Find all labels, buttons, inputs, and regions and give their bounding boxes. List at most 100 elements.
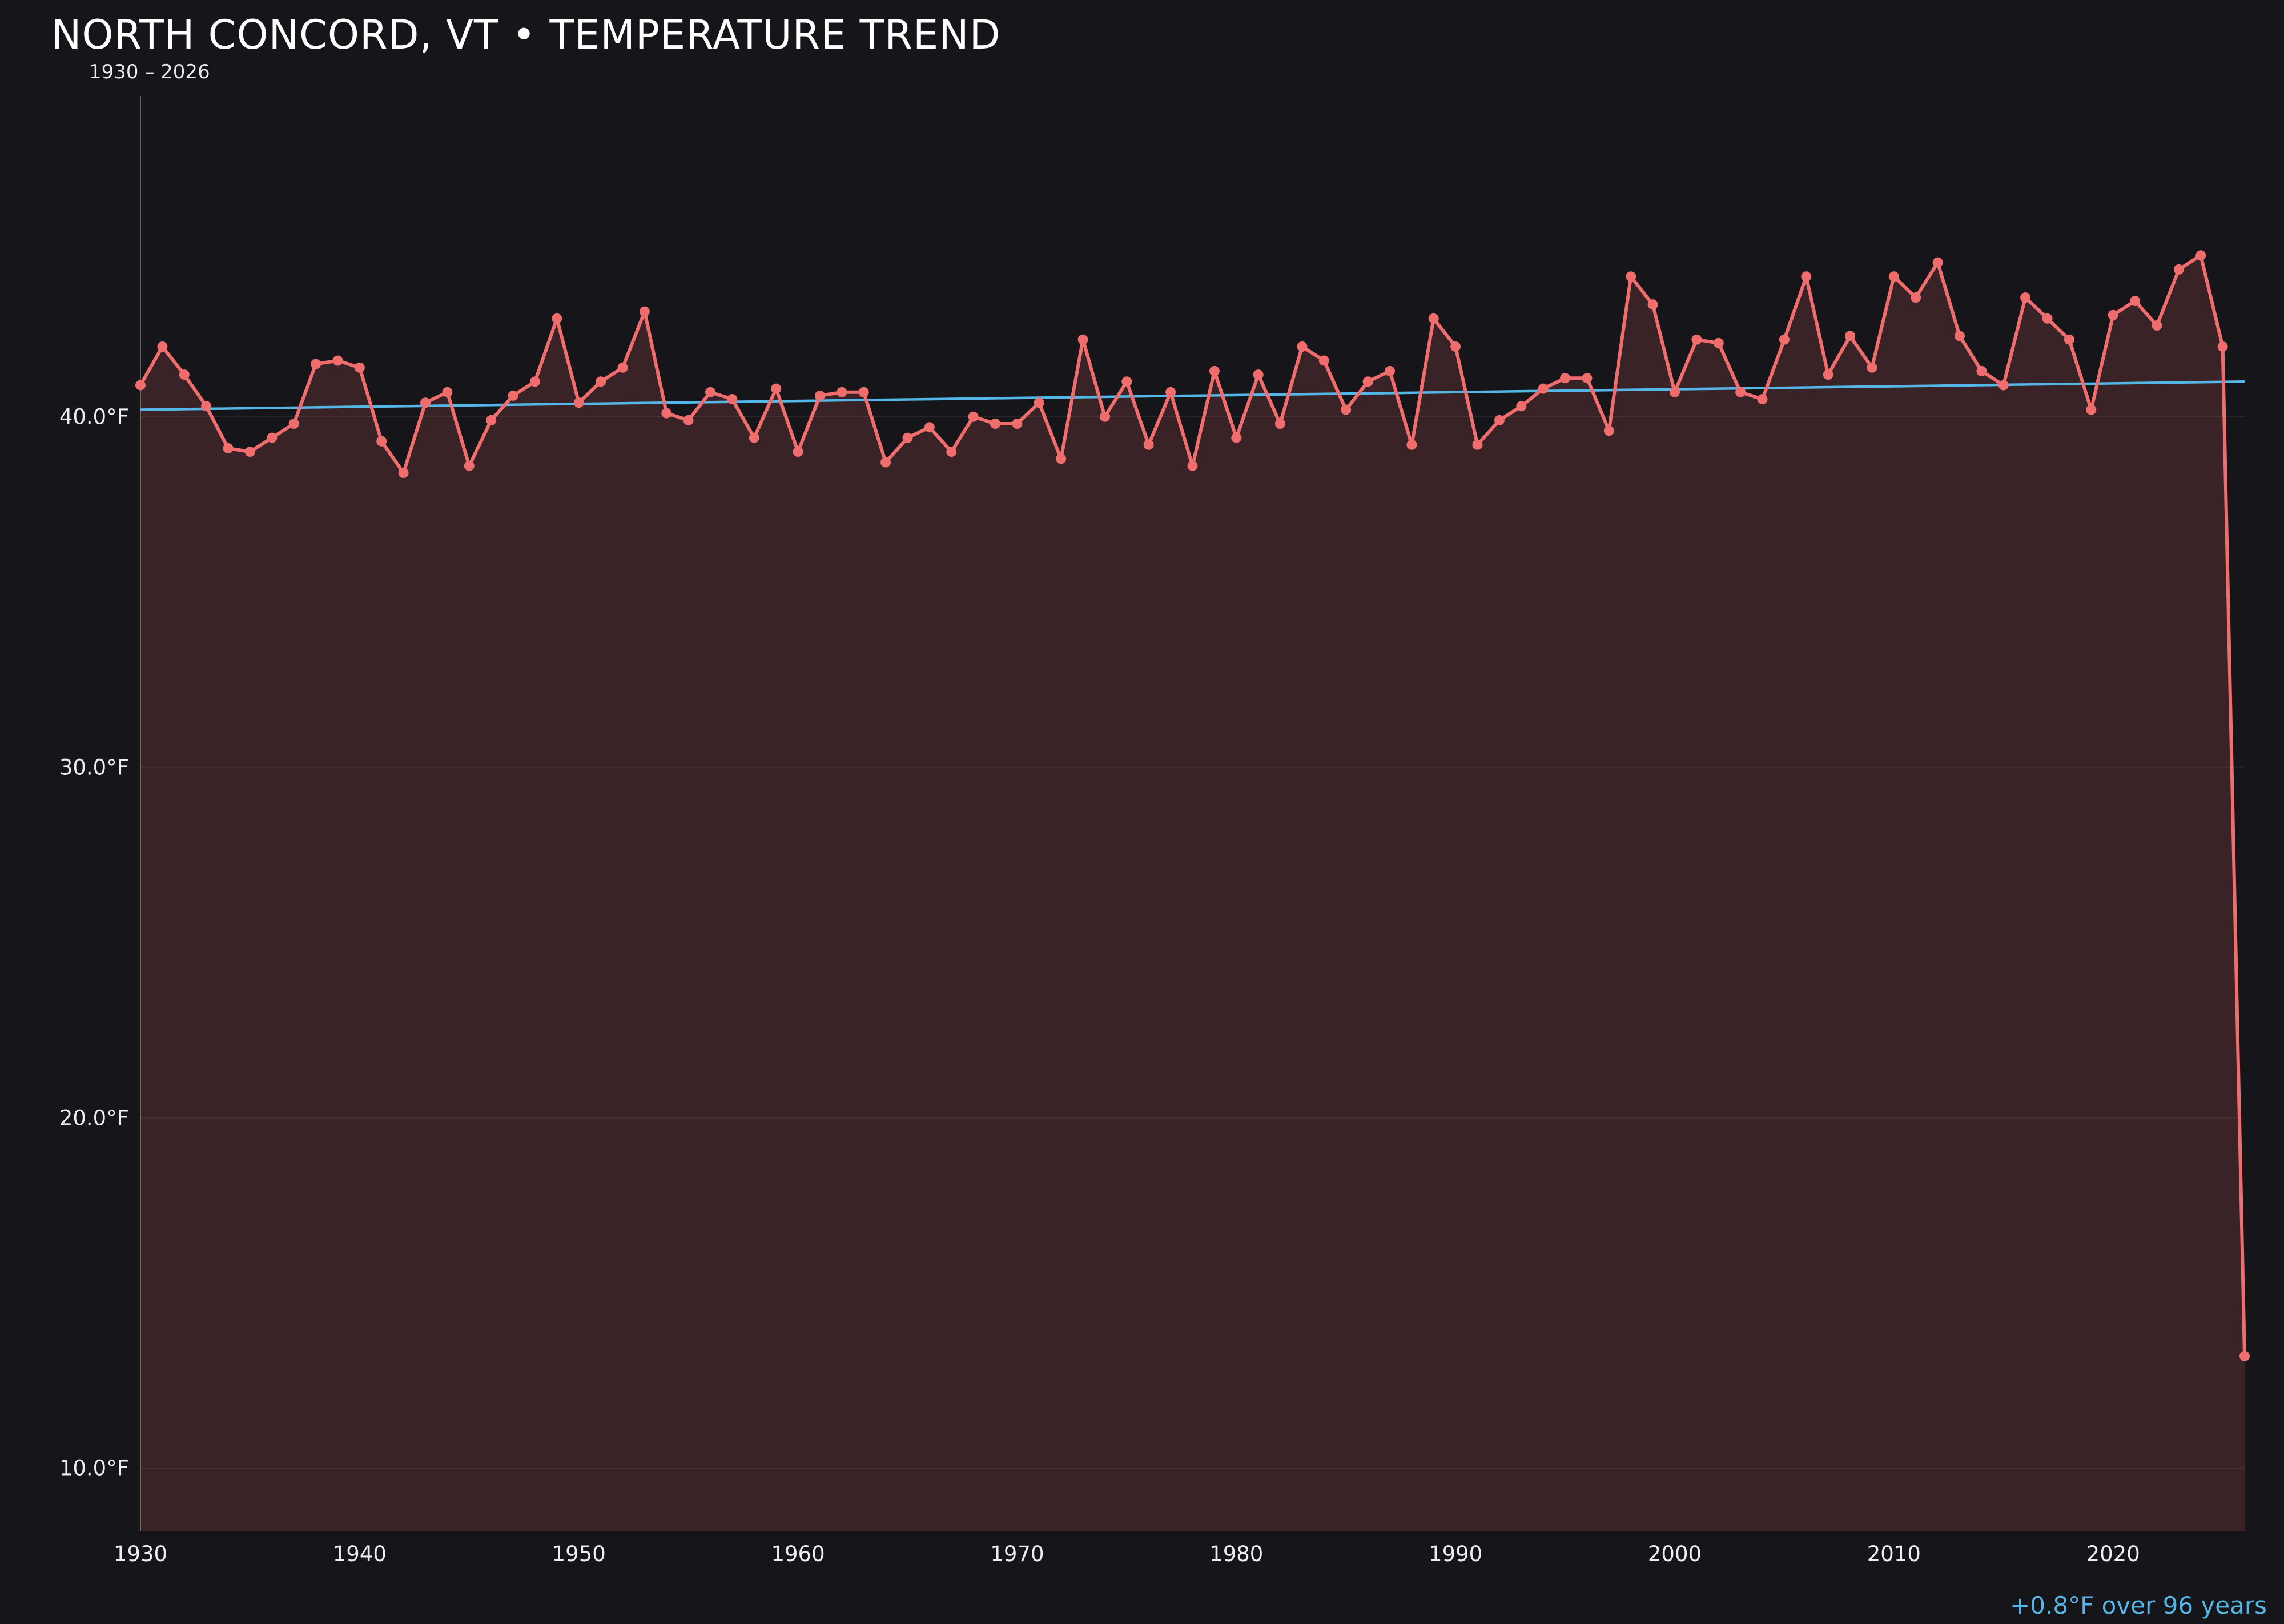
page-subtitle: 1930 – 2026: [89, 61, 210, 83]
data-point: [1275, 419, 1285, 429]
data-point: [1845, 331, 1856, 341]
data-point: [2195, 250, 2206, 261]
trend-annotation: +0.8°F over 96 years: [2010, 1591, 2267, 1619]
data-point: [902, 432, 913, 443]
data-point: [596, 376, 606, 387]
data-point: [2108, 309, 2118, 320]
y-tick-label-40: 40.0°F: [59, 404, 129, 429]
data-point: [749, 432, 759, 443]
data-point: [2130, 296, 2141, 307]
data-point: [1318, 355, 1329, 366]
x-tick-label-1970: 1970: [990, 1542, 1044, 1566]
data-point: [1056, 453, 1067, 464]
y-tick-label-20: 20.0°F: [59, 1106, 129, 1131]
data-point: [1100, 411, 1110, 422]
data-point: [727, 394, 738, 404]
data-point: [1253, 369, 1264, 380]
data-point: [1582, 373, 1593, 384]
data-point: [2064, 334, 2074, 345]
data-point: [1385, 365, 1395, 376]
data-point: [1034, 397, 1044, 408]
data-point: [332, 355, 343, 366]
data-point: [1976, 365, 1987, 376]
data-point: [1077, 334, 1088, 345]
data-point: [529, 376, 540, 387]
data-point: [244, 447, 255, 457]
x-tick-label-1950: 1950: [552, 1542, 606, 1566]
data-point: [1538, 383, 1549, 394]
data-point: [705, 387, 715, 397]
data-point: [1670, 387, 1680, 397]
data-point: [552, 313, 562, 324]
data-point: [1801, 271, 1812, 282]
data-point: [1626, 271, 1636, 282]
data-point: [464, 460, 475, 471]
data-point: [1187, 460, 1198, 471]
data-point: [2086, 404, 2097, 415]
y-tick-label-30: 30.0°F: [59, 755, 129, 780]
data-point: [1231, 432, 1242, 443]
data-point: [793, 447, 803, 457]
data-point: [420, 397, 431, 408]
data-point: [639, 306, 650, 317]
data-point: [814, 390, 825, 401]
data-point: [508, 390, 518, 401]
data-point: [1911, 292, 1921, 303]
data-point: [683, 415, 694, 425]
data-point: [157, 341, 168, 352]
page-title: NORTH CONCORD, VT • TEMPERATURE TREND: [51, 11, 1001, 58]
x-tick-label-1980: 1980: [1209, 1542, 1264, 1566]
x-tick-label-2020: 2020: [2086, 1542, 2140, 1566]
data-point: [1209, 365, 1220, 376]
data-point: [2020, 292, 2031, 303]
data-point: [1647, 299, 1658, 310]
data-point: [1428, 313, 1439, 324]
data-point: [288, 419, 299, 429]
data-point: [1516, 401, 1527, 412]
data-point: [1121, 376, 1132, 387]
data-point: [837, 387, 847, 397]
data-point: [1998, 380, 2009, 391]
data-point: [2042, 313, 2053, 324]
data-point: [1012, 419, 1023, 429]
data-point: [1713, 337, 1724, 348]
data-point: [1143, 439, 1154, 450]
x-tick-label-1940: 1940: [332, 1542, 387, 1566]
data-point: [946, 447, 957, 457]
data-point: [1494, 415, 1505, 425]
data-point: [442, 387, 453, 397]
data-point: [1735, 387, 1746, 397]
data-point: [201, 401, 212, 412]
data-point: [1362, 376, 1373, 387]
data-point: [990, 419, 1000, 429]
data-point: [135, 380, 146, 391]
data-point: [2217, 341, 2228, 352]
data-point: [1406, 439, 1417, 450]
data-point: [1757, 394, 1768, 404]
data-point: [1450, 341, 1461, 352]
data-point: [486, 415, 497, 425]
y-tick-label-10: 10.0°F: [59, 1456, 129, 1481]
data-point: [311, 359, 321, 369]
temperature-area-fill: [140, 255, 2245, 1531]
data-point: [1779, 334, 1790, 345]
data-point: [1165, 387, 1176, 397]
data-point: [924, 422, 935, 433]
data-point: [771, 383, 782, 394]
data-point: [398, 468, 409, 478]
data-point: [1691, 334, 1702, 345]
data-point: [1341, 404, 1352, 415]
data-point: [2152, 320, 2162, 331]
x-tick-label-1960: 1960: [771, 1542, 825, 1566]
data-point: [880, 457, 891, 468]
data-point: [2239, 1351, 2250, 1361]
data-point: [267, 432, 278, 443]
data-point: [1297, 341, 1308, 352]
data-point: [968, 411, 979, 422]
data-point: [223, 443, 234, 453]
data-point: [376, 436, 387, 447]
data-point: [1955, 331, 1965, 341]
data-point: [1823, 369, 1833, 380]
data-point: [354, 362, 365, 373]
